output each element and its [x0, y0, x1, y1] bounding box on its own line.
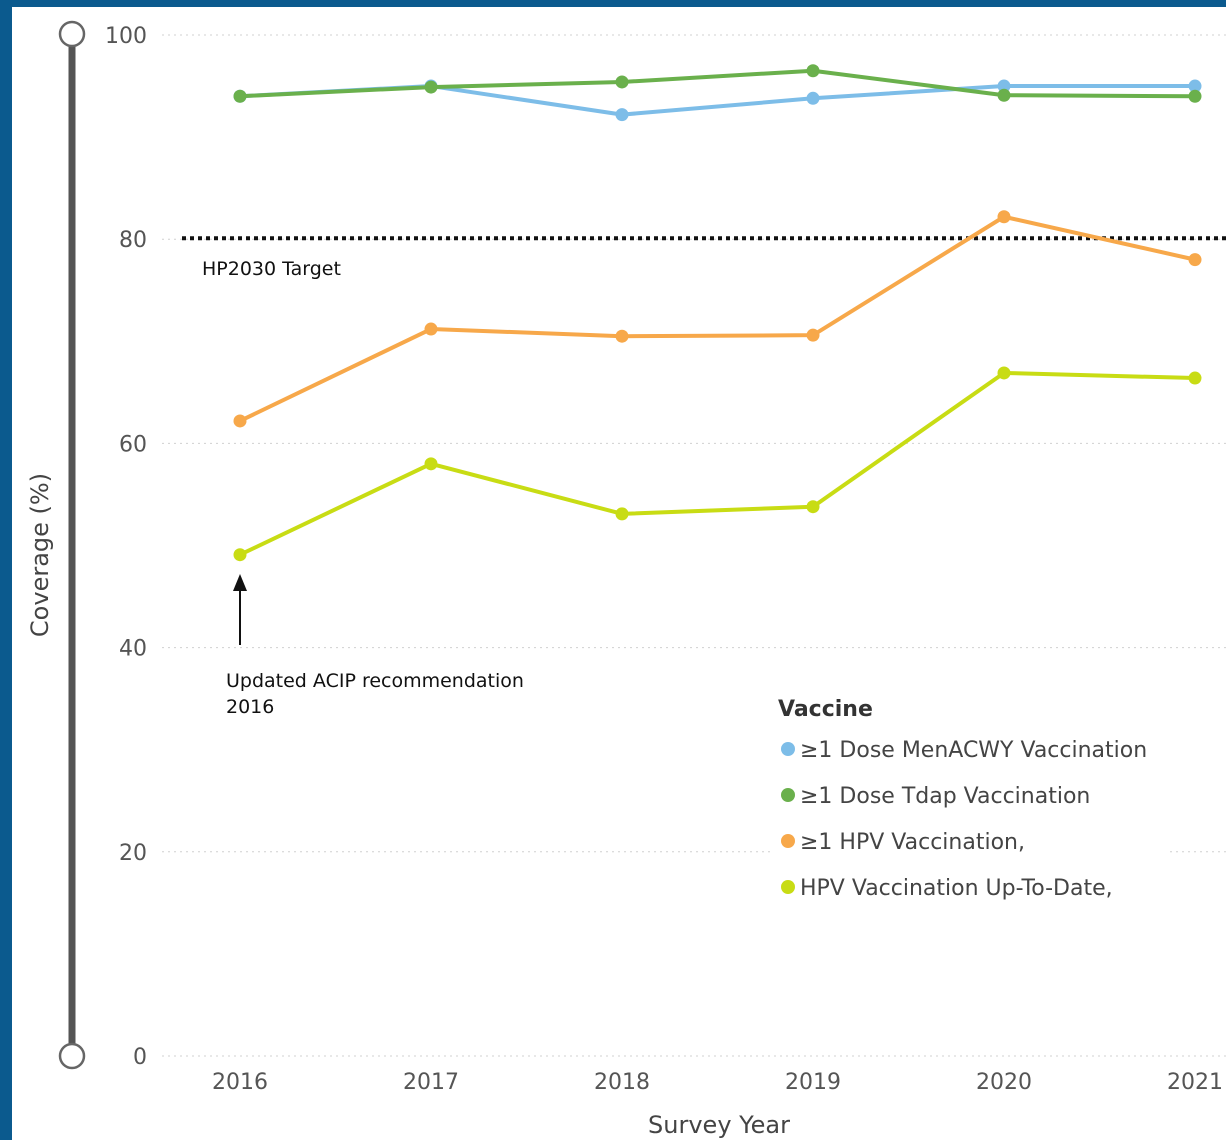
y-axis-title: Coverage (%): [26, 473, 54, 637]
data-point[interactable]: [424, 457, 438, 471]
legend-label: ≥1 HPV Vaccination,: [800, 830, 1025, 855]
annotation-text-line: Updated ACIP recommendation: [226, 670, 524, 692]
legend-background: [770, 679, 1170, 919]
data-point[interactable]: [806, 500, 820, 514]
legend-label: ≥1 Dose Tdap Vaccination: [800, 784, 1090, 809]
series-4: [233, 366, 1202, 562]
data-point[interactable]: [233, 89, 247, 103]
y-tick-labels: 0 20 40 60 80 100: [105, 24, 147, 1070]
series-line: [239, 214, 1196, 423]
legend-item[interactable]: ≥1 HPV Vaccination,: [781, 830, 1025, 855]
data-point[interactable]: [997, 79, 1011, 93]
series-lines: [233, 64, 1202, 562]
y-tick-80: 80: [119, 228, 147, 253]
data-point[interactable]: [233, 548, 247, 562]
annotation-arrow-head: [233, 574, 247, 591]
y-tick-20: 20: [119, 841, 147, 866]
y-tick-60: 60: [119, 432, 147, 457]
y-tick-40: 40: [119, 637, 147, 662]
slider-handle-bottom[interactable]: [58, 1042, 86, 1070]
data-point[interactable]: [233, 414, 247, 428]
y-axis-zoom-slider[interactable]: [58, 20, 86, 1070]
legend-marker: [781, 834, 795, 848]
legend-marker: [781, 742, 795, 756]
legend: Vaccine ≥1 Dose MenACWY Vaccination ≥1 Dos…: [770, 679, 1170, 919]
slider-handle-top[interactable]: [58, 20, 86, 48]
data-point[interactable]: [1188, 89, 1202, 103]
x-tick-labels: 2016 2017 2018 2019 2020 2021: [212, 1070, 1223, 1095]
data-point[interactable]: [997, 88, 1011, 102]
data-point[interactable]: [806, 64, 820, 78]
data-point[interactable]: [1188, 253, 1202, 267]
x-tick-2017: 2017: [403, 1070, 459, 1095]
hp2030-target-label: HP2030 Target: [202, 258, 341, 280]
legend-title: Vaccine: [778, 697, 873, 722]
series-line: [239, 68, 1196, 99]
series-2: [233, 64, 1202, 103]
series-1: [233, 79, 1202, 122]
x-tick-2018: 2018: [594, 1070, 650, 1095]
data-point[interactable]: [1188, 371, 1202, 385]
y-tick-0: 0: [133, 1045, 147, 1070]
legend-item[interactable]: ≥1 Dose MenACWY Vaccination: [781, 738, 1147, 763]
data-point[interactable]: [806, 91, 820, 105]
x-axis-title: Survey Year: [648, 1111, 790, 1139]
chart-frame: 0 20 40 60 80 100 2016 2017 2018 2019 2020 2021 HP…: [12, 7, 1226, 1140]
data-point[interactable]: [615, 507, 629, 521]
x-tick-2021: 2021: [1167, 1070, 1223, 1095]
y-tick-100: 100: [105, 24, 147, 49]
series-3: [233, 210, 1202, 428]
data-point[interactable]: [615, 329, 629, 343]
legend-marker: [781, 880, 795, 894]
series-line: [239, 370, 1196, 557]
x-tick-2019: 2019: [785, 1070, 841, 1095]
legend-label: HPV Vaccination Up-To-Date,: [800, 876, 1113, 901]
legend-marker: [781, 788, 795, 802]
target-reference-line: HP2030 Target: [182, 236, 1226, 280]
legend-item[interactable]: HPV Vaccination Up-To-Date,: [781, 876, 1113, 901]
line-chart: 0 20 40 60 80 100 2016 2017 2018 2019 2020 2021 HP…: [26, 20, 1226, 1139]
x-tick-2016: 2016: [212, 1070, 268, 1095]
data-point[interactable]: [615, 108, 629, 122]
data-point[interactable]: [997, 366, 1011, 380]
data-point[interactable]: [997, 210, 1011, 224]
acip-annotation: Updated ACIP recommendation 2016: [226, 574, 524, 718]
x-tick-2020: 2020: [976, 1070, 1032, 1095]
data-point[interactable]: [615, 75, 629, 89]
data-point[interactable]: [1188, 79, 1202, 93]
data-point[interactable]: [424, 80, 438, 94]
legend-label: ≥1 Dose MenACWY Vaccination: [800, 738, 1147, 763]
data-point[interactable]: [806, 328, 820, 342]
data-point[interactable]: [424, 322, 438, 336]
annotation-text-line: 2016: [226, 696, 274, 718]
legend-item[interactable]: ≥1 Dose Tdap Vaccination: [781, 784, 1090, 809]
